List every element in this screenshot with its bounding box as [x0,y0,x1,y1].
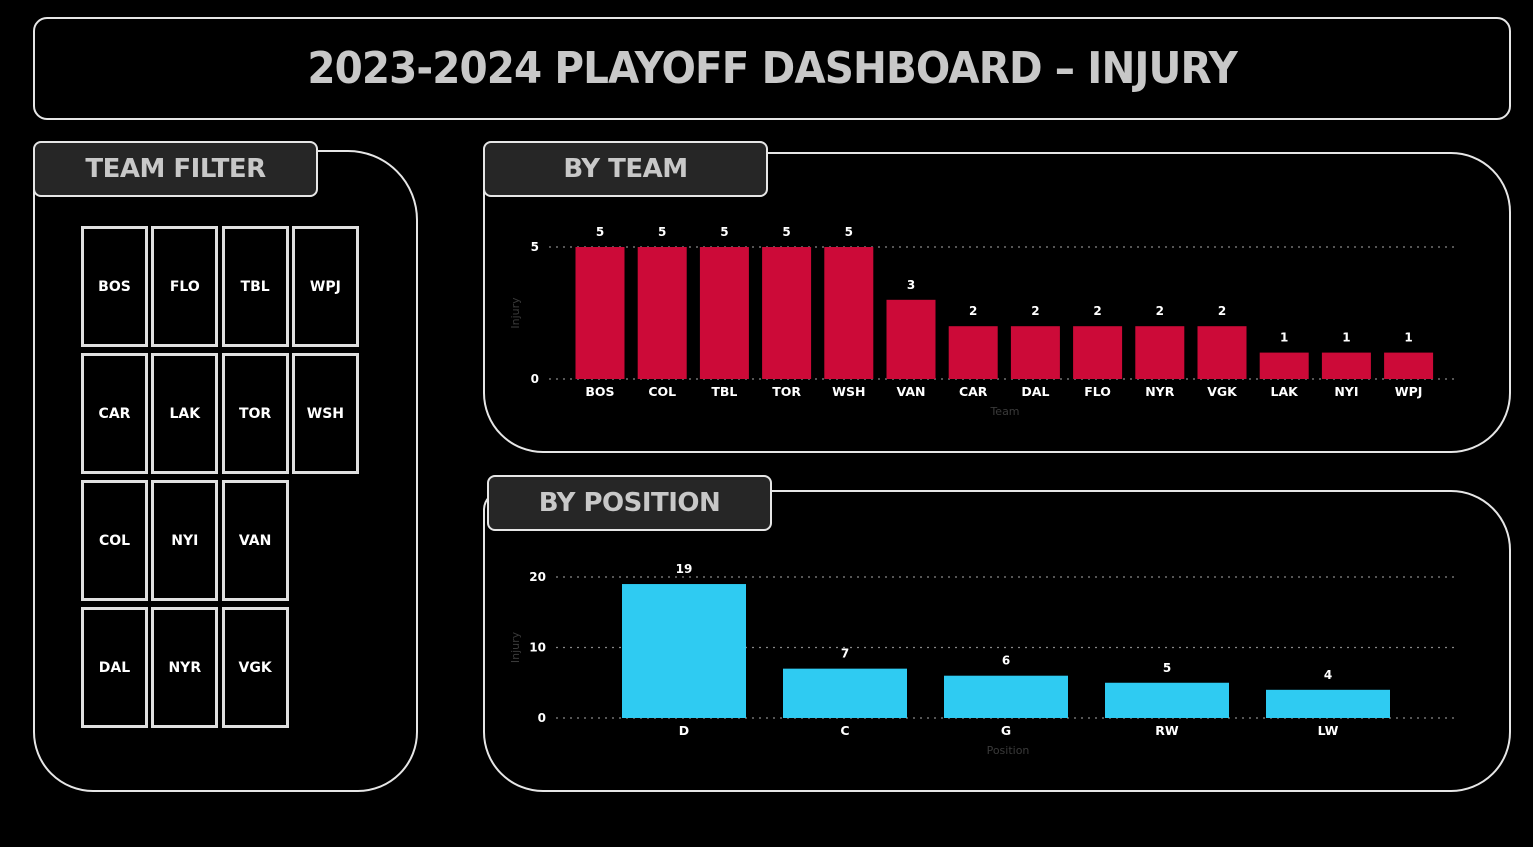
x-tick-label: VGK [1207,384,1238,399]
data-label: 3 [907,278,915,292]
title-banner: 2023-2024 PLAYOFF DASHBOARD – INJURY [33,17,1511,120]
y-tick-label: 20 [529,570,546,584]
y-tick-label: 0 [531,372,539,386]
team-filter-button-dal[interactable]: DAL [81,607,148,728]
bar-tbl [699,247,749,379]
bar-nyi [1321,352,1371,379]
y-tick-label: 5 [531,240,539,254]
data-label: 2 [1156,304,1164,318]
y-axis-title: Injury [509,631,522,663]
by-position-title: BY POSITION [538,488,721,518]
y-tick-label: 0 [538,711,546,725]
data-label: 5 [845,225,853,239]
team-filter-header: TEAM FILTER [33,141,318,197]
x-tick-label: RW [1155,723,1179,738]
by-team-panel [483,152,1511,453]
x-axis-title: Position [987,744,1030,757]
bar-lw [1266,689,1390,718]
data-label: 1 [1280,331,1288,345]
bar-col [637,247,687,379]
bar-wsh [824,247,874,379]
x-tick-label: DAL [1021,384,1049,399]
team-filter-button-van[interactable]: VAN [221,480,289,601]
y-tick-label: 10 [529,641,546,655]
data-label: 5 [658,225,666,239]
x-tick-label: COL [648,384,676,399]
team-filter-button-wsh[interactable]: WSH [291,353,359,474]
bar-g [944,675,1068,718]
x-tick-label: G [1001,723,1011,738]
bar-nyr [1135,326,1185,379]
dashboard-title: 2023-2024 PLAYOFF DASHBOARD – INJURY [307,43,1237,94]
bar-rw [1105,682,1229,718]
x-tick-label: D [679,723,689,738]
x-tick-label: VAN [897,384,926,399]
bar-car [948,326,998,379]
bar-flo [1073,326,1123,379]
data-label: 4 [1324,668,1332,682]
x-tick-label: BOS [585,384,614,399]
by-team-header: BY TEAM [483,141,768,197]
bar-wpj [1384,352,1434,379]
data-label: 2 [1093,304,1101,318]
x-tick-label: LW [1318,723,1339,738]
bar-dal [1010,326,1060,379]
bar-tor [762,247,812,379]
team-filter-button-car[interactable]: CAR [81,353,148,474]
x-tick-label: WSH [832,384,865,399]
data-label: 2 [969,304,977,318]
data-label: 1 [1342,331,1350,345]
by-position-header: BY POSITION [487,475,772,531]
team-filter-button-flo[interactable]: FLO [151,226,219,347]
data-label: 2 [1031,304,1039,318]
x-tick-label: C [840,723,849,738]
by-team-title: BY TEAM [563,154,688,184]
x-axis-title: Team [989,405,1019,418]
x-tick-label: WPJ [1395,384,1423,399]
data-label: 7 [841,647,849,661]
x-tick-label: FLO [1084,384,1111,399]
x-tick-label: TOR [772,384,801,399]
team-filter-button-vgk[interactable]: VGK [221,607,289,728]
data-label: 6 [1002,654,1010,668]
x-tick-label: LAK [1271,384,1300,399]
team-filter-button-tbl[interactable]: TBL [221,226,289,347]
team-filter-title: TEAM FILTER [85,154,266,184]
x-tick-label: CAR [959,384,988,399]
x-tick-label: NYI [1334,384,1358,399]
data-label: 5 [720,225,728,239]
x-tick-label: NYR [1145,384,1175,399]
team-filter-button-nyi[interactable]: NYI [151,480,219,601]
bar-d [622,584,746,718]
team-filter-button-col[interactable]: COL [81,480,148,601]
x-tick-label: TBL [711,384,737,399]
data-label: 19 [676,562,693,576]
by-position-panel [483,490,1511,792]
data-label: 5 [782,225,790,239]
data-label: 5 [596,225,604,239]
bar-bos [575,247,625,379]
bar-lak [1259,352,1309,379]
data-label: 5 [1163,661,1171,675]
bar-van [886,299,936,379]
team-filter-button-wpj[interactable]: WPJ [291,226,359,347]
data-label: 1 [1404,331,1412,345]
bar-vgk [1197,326,1247,379]
team-filter-button-bos[interactable]: BOS [81,226,148,347]
y-axis-title: Injury [509,297,522,329]
team-filter-button-nyr[interactable]: NYR [151,607,219,728]
bar-c [783,668,907,718]
team-filter-button-lak[interactable]: LAK [151,353,219,474]
team-filter-button-tor[interactable]: TOR [221,353,289,474]
data-label: 2 [1218,304,1226,318]
